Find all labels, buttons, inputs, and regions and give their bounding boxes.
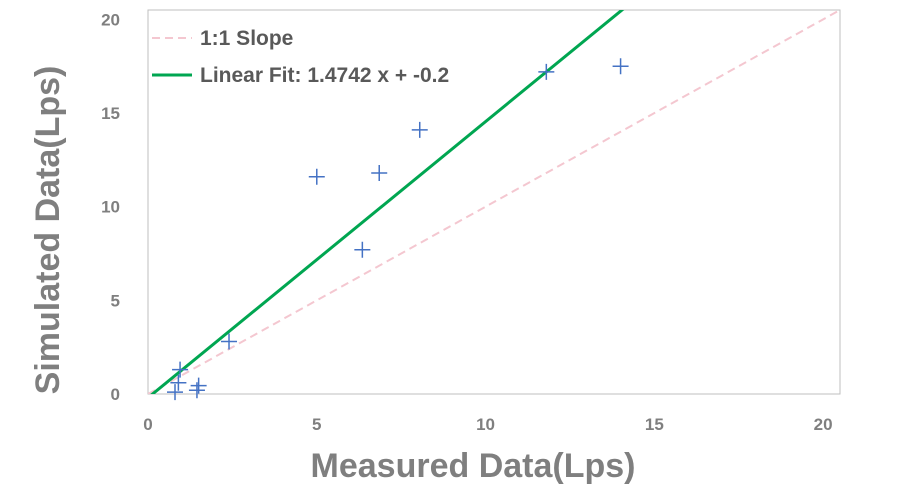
y-tick-label: 10 xyxy=(101,198,120,217)
data-point xyxy=(170,374,187,391)
legend: 1:1 Slope Linear Fit: 1.4742 x + -0.2 xyxy=(152,27,449,87)
y-tick-label: 0 xyxy=(111,385,120,404)
y-axis-title: Simulated Data(Lps) xyxy=(29,66,67,395)
plot-frame xyxy=(147,9,841,395)
x-tick-label: 15 xyxy=(645,415,664,434)
x-tick-label: 20 xyxy=(814,415,833,434)
data-point xyxy=(172,361,189,378)
data-point xyxy=(308,168,325,185)
x-tick-label: 0 xyxy=(143,415,152,434)
x-axis-title: Measured Data(Lps) xyxy=(311,447,636,485)
data-point xyxy=(188,382,205,399)
data-point xyxy=(612,58,629,75)
y-tick-label: 5 xyxy=(111,291,120,310)
data-point xyxy=(221,333,238,350)
legend-label-linear-fit: Linear Fit: 1.4742 x + -0.2 xyxy=(200,64,449,87)
data-point xyxy=(538,63,555,80)
data-point xyxy=(190,377,207,394)
one-to-one-slope-line xyxy=(148,10,840,394)
x-tick-label: 5 xyxy=(312,415,321,434)
y-tick-label: 20 xyxy=(101,10,120,29)
y-tick-label: 15 xyxy=(101,104,120,123)
data-point xyxy=(411,121,428,138)
data-point xyxy=(371,164,388,181)
data-point xyxy=(354,241,371,258)
linear-fit-line xyxy=(150,10,625,394)
legend-label-1-1-slope: 1:1 Slope xyxy=(200,27,293,50)
data-point xyxy=(167,384,184,401)
x-tick-label: 10 xyxy=(476,415,495,434)
